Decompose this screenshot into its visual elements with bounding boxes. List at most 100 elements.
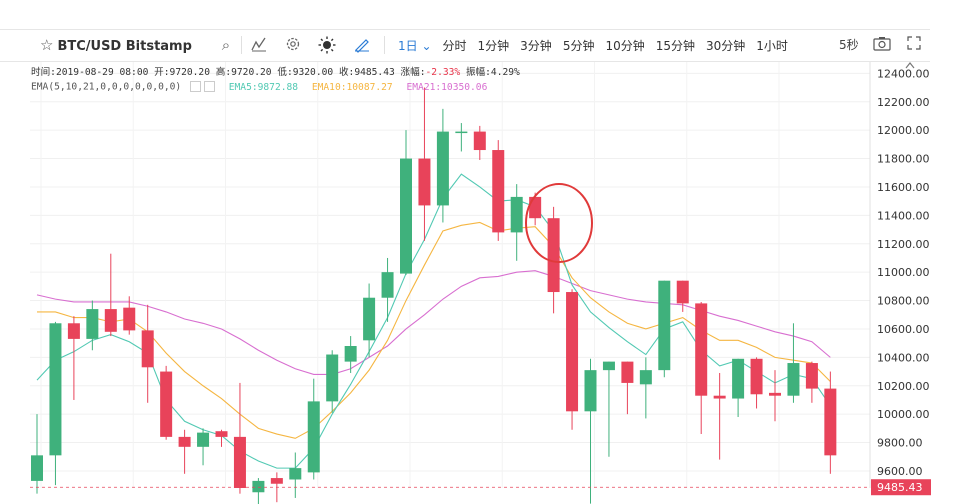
candle — [252, 478, 265, 504]
candle — [676, 280, 689, 312]
symbol-label: BTC/USD Bitstamp — [57, 39, 192, 54]
settings-icon[interactable] — [283, 35, 303, 55]
candle — [289, 452, 302, 498]
highlight-circle — [525, 183, 593, 263]
ema5-value: EMA5:9872.88 — [228, 81, 299, 93]
interval-tab[interactable]: 1分钟 — [477, 39, 510, 53]
ema10-value: EMA10:10087.27 — [311, 81, 393, 93]
candles — [31, 87, 837, 504]
candle — [326, 350, 339, 413]
candle-body — [178, 436, 191, 447]
candle-body — [67, 323, 80, 339]
candle — [750, 357, 763, 409]
interval-tab[interactable]: 1日 ⌄ — [398, 39, 432, 53]
search-icon[interactable]: ⌕ — [221, 36, 231, 54]
y-tick-label: 11000.00 — [877, 266, 930, 279]
candle-body — [713, 395, 726, 399]
ema21-value: EMA21:10350.06 — [406, 81, 488, 93]
info-amplitude: 振幅:4.29% — [465, 67, 520, 78]
ema-info: EMA(5,10,21,0,0,0,0,0,0,0) EMA5:9872.88 … — [31, 81, 487, 93]
interval-tabs: 1日 ⌄ 分时 1分钟 3分钟 5分钟 10分钟 15分钟 30分钟 1小时 — [398, 30, 799, 61]
ema-settings-icon[interactable] — [189, 81, 201, 92]
interval-tab[interactable]: 3分钟 — [520, 39, 552, 53]
candle-body — [473, 131, 486, 151]
candle-body — [658, 280, 671, 371]
scroll-up-icon — [905, 62, 915, 69]
indicators-icon[interactable] — [249, 35, 269, 55]
candle — [418, 87, 431, 241]
candle — [436, 108, 449, 223]
candle — [658, 280, 671, 378]
candle — [547, 206, 560, 314]
candle — [805, 361, 818, 403]
interval-tab[interactable]: 1小时 — [756, 39, 788, 53]
chart-toolbar: ☆ BTC/USD Bitstamp ⌕ 1日 ⌄ 分时 1分钟 3分钟 5分钟 10分钟 1… — [0, 29, 930, 62]
candle-body — [307, 401, 320, 473]
ohlc-info: 时间:2019-08-29 08:00 开:9720.20 高:9720.20 … — [31, 64, 520, 78]
candle-body — [805, 363, 818, 389]
interval-tab[interactable]: 30分钟 — [706, 39, 746, 53]
interval-tab[interactable]: 10分钟 — [605, 39, 645, 53]
draw-icon[interactable] — [352, 35, 372, 55]
candle — [602, 361, 615, 457]
candle — [769, 370, 781, 422]
camera-icon[interactable] — [872, 35, 892, 55]
info-time: 时间:2019-08-29 08:00 — [31, 67, 149, 78]
star-icon[interactable]: ☆ — [40, 36, 54, 54]
y-tick-label: 10200.00 — [877, 380, 930, 393]
candle — [67, 316, 80, 400]
interval-tab[interactable]: 分时 — [442, 39, 467, 53]
candle — [713, 372, 726, 460]
candle-body — [695, 303, 708, 396]
candle — [215, 429, 228, 447]
candle — [197, 428, 210, 466]
y-tick-label: 11200.00 — [877, 238, 930, 251]
candle — [141, 304, 154, 403]
candle-body — [233, 436, 246, 488]
seconds-interval[interactable]: 5秒 — [839, 38, 859, 52]
candle-body — [436, 131, 449, 206]
y-tick-label: 12400.00 — [877, 67, 930, 80]
y-tick-label: 10000.00 — [877, 408, 930, 421]
candle-body — [160, 371, 173, 437]
y-tick-label: 10600.00 — [877, 323, 930, 336]
symbol-selector[interactable]: ☆ BTC/USD Bitstamp — [40, 36, 192, 54]
candle — [787, 323, 800, 403]
candle-body — [492, 150, 505, 233]
interval-tab[interactable]: 5分钟 — [562, 39, 595, 53]
candle-body — [123, 307, 136, 331]
chart-grid — [30, 62, 870, 488]
theme-icon[interactable] — [317, 35, 337, 55]
toolbar-divider — [384, 36, 385, 54]
candle-body — [566, 292, 579, 412]
candle-body — [510, 196, 523, 233]
candle — [824, 371, 837, 474]
ema-close-icon[interactable] — [203, 81, 215, 92]
candle — [400, 130, 412, 275]
candle — [381, 257, 394, 322]
last-price-badge — [871, 479, 931, 496]
y-tick-label: 12200.00 — [877, 96, 930, 109]
candle — [233, 382, 246, 494]
candle-body — [547, 218, 560, 293]
candle-body — [732, 358, 745, 399]
ema-params[interactable]: EMA(5,10,21,0,0,0,0,0,0,0) — [31, 81, 182, 93]
candle-body — [824, 388, 837, 456]
candle-body — [344, 346, 357, 362]
candle-body — [326, 354, 339, 402]
interval-tab[interactable]: 15分钟 — [655, 39, 696, 53]
ema10-series — [37, 221, 831, 439]
candle-body — [363, 297, 376, 341]
last-price-label: 9485.43 — [877, 481, 923, 494]
fullscreen-icon[interactable] — [904, 35, 924, 55]
candle-body — [86, 309, 99, 339]
ema5-line — [36, 173, 831, 469]
info-open: 开:9720.20 — [154, 67, 210, 78]
info-close: 收:9485.43 — [338, 67, 395, 78]
candle — [566, 289, 579, 430]
price-axis[interactable]: 12400.00 12200.00 12000.00 11800.00 11600.00… — [869, 62, 930, 488]
candle — [529, 192, 542, 226]
info-change-value: -2.33% — [425, 67, 461, 78]
candle — [455, 123, 468, 152]
